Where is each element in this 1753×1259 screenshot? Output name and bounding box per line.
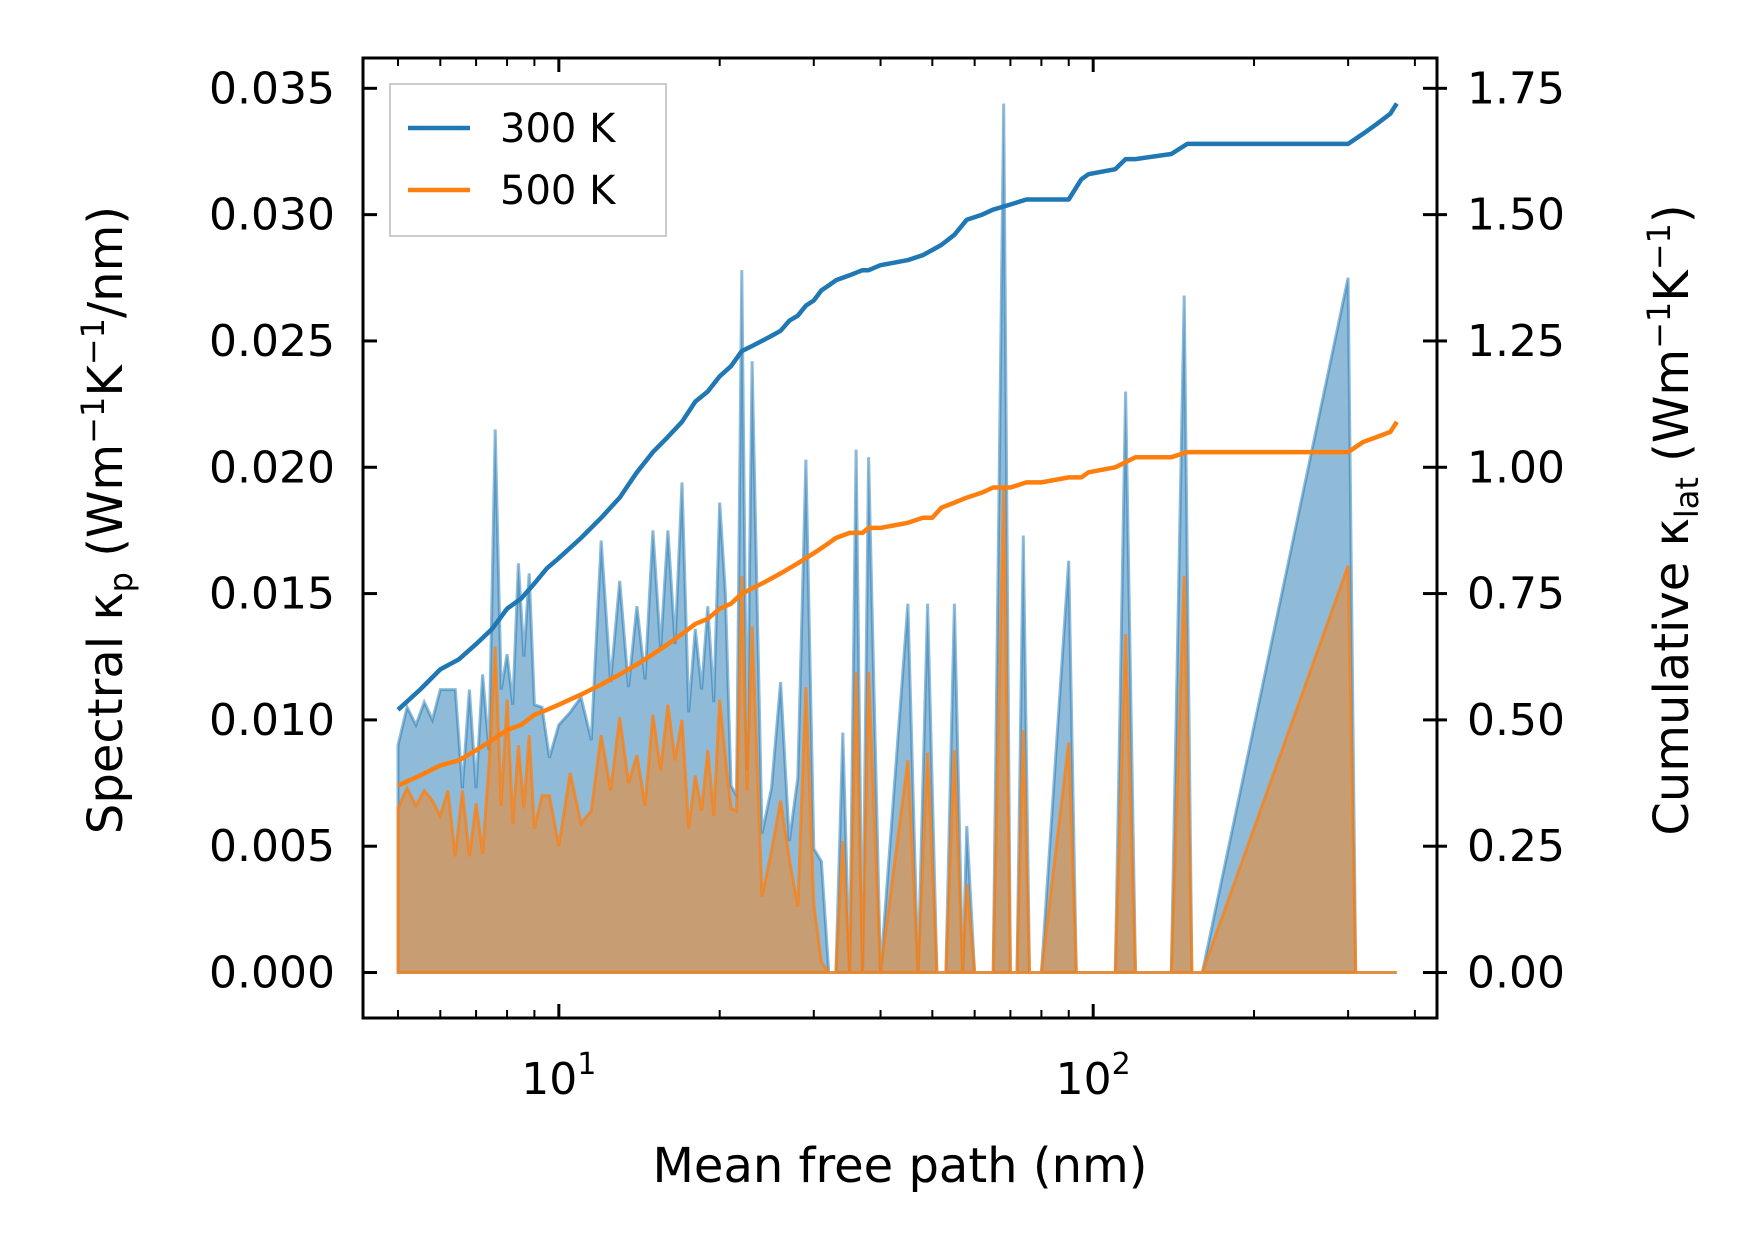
left-tick-label: 0.015 — [209, 569, 335, 620]
left-axis-ticks: 0.000 0.005 0.010 0.015 0.020 0.025 0.030 0.035 — [209, 63, 377, 999]
axes-frame — [361, 56, 1439, 1020]
x-tick-label: 102 — [1056, 1047, 1131, 1105]
right-tick-label: 1.25 — [1467, 316, 1565, 367]
plot-area — [396, 102, 1399, 974]
left-tick-label: 0.020 — [209, 442, 335, 493]
left-tick-label: 0.030 — [209, 190, 335, 241]
right-tick-label: 0.00 — [1467, 948, 1565, 999]
left-tick-label: 0.010 — [209, 695, 335, 746]
area-500k — [396, 487, 1397, 974]
left-axis-title: Spectral κp (Wm−1K−1/nm) — [74, 206, 140, 834]
right-tick-label: 1.50 — [1467, 190, 1565, 241]
right-tick-label: 1.75 — [1467, 63, 1565, 114]
left-tick-label: 0.025 — [209, 316, 335, 367]
x-axis-ticks: 101 102 — [396, 58, 1416, 1105]
right-tick-label: 0.25 — [1467, 821, 1565, 872]
left-tick-label: 0.005 — [209, 821, 335, 872]
legend-label-300k: 300 K — [500, 106, 617, 152]
left-tick-label: 0.035 — [209, 63, 335, 114]
right-tick-label: 1.00 — [1467, 442, 1565, 493]
right-tick-label: 0.50 — [1467, 695, 1565, 746]
legend: 300 K 500 K — [389, 83, 667, 237]
cumulative-line-300k — [396, 102, 1399, 712]
cumulative-line-500k — [397, 420, 1399, 788]
right-axis-title: Cumulative κlat (Wm−1K−1) — [1640, 204, 1706, 835]
left-tick-label: 0.000 — [209, 948, 335, 999]
right-tick-label: 0.75 — [1467, 569, 1565, 620]
right-axis-ticks: 0.00 0.25 0.50 0.75 1.00 1.25 1.50 1.75 — [1423, 63, 1565, 999]
legend-box — [389, 83, 667, 237]
x-tick-label: 101 — [521, 1047, 596, 1105]
legend-label-500k: 500 K — [500, 168, 617, 214]
x-axis-title: Mean free path (nm) — [653, 1138, 1148, 1194]
